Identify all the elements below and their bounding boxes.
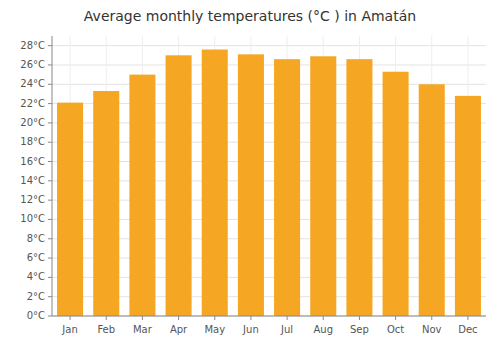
bar [238, 54, 264, 316]
x-tick [70, 316, 71, 320]
y-tick [48, 238, 52, 239]
y-tick-label: 4°C [27, 271, 45, 282]
x-tick-label: May [204, 324, 225, 335]
y-grid-line [52, 316, 486, 317]
x-tick [359, 316, 360, 320]
y-tick-label: 24°C [20, 78, 45, 89]
x-tick [106, 316, 107, 320]
x-tick [178, 316, 179, 320]
bar [57, 103, 83, 316]
y-tick [48, 122, 52, 123]
y-tick-label: 18°C [20, 136, 45, 147]
y-tick [48, 103, 52, 104]
y-tick-label: 16°C [20, 156, 45, 167]
x-tick [467, 316, 468, 320]
bar [274, 59, 300, 316]
y-tick [48, 84, 52, 85]
x-tick [250, 316, 251, 320]
bar [93, 91, 119, 316]
y-tick-label: 22°C [20, 98, 45, 109]
y-grid-line [52, 64, 486, 65]
y-tick [48, 258, 52, 259]
x-tick [431, 316, 432, 320]
x-tick-label: Sep [350, 324, 369, 335]
grid [52, 36, 486, 316]
x-tick [323, 316, 324, 320]
y-tick-label: 12°C [20, 194, 45, 205]
y-tick-label: 0°C [27, 310, 45, 321]
y-tick [48, 161, 52, 162]
bar [455, 96, 481, 316]
y-tick-label: 2°C [27, 291, 45, 302]
x-tick-label: Jun [242, 324, 259, 335]
y-axis-line [52, 36, 53, 316]
y-tick-label: 10°C [20, 213, 45, 224]
chart: 0°C 2°C 4°C 6°C 8°C 10°C 12°C 14°C 16°C 18°C 20°C 2… [0, 0, 500, 350]
x-tick-label: Aug [313, 324, 333, 335]
title: Average monthly temperatures (°C ) in Am… [84, 8, 416, 24]
y-tick-label: 6°C [27, 252, 45, 263]
y-tick [48, 296, 52, 297]
axes: 0°C 2°C 4°C 6°C 8°C 10°C 12°C 14°C 16°C 18°C 20°C 2… [20, 36, 486, 335]
x-tick-label: Apr [170, 324, 188, 335]
y-tick-label: 14°C [20, 175, 45, 186]
x-tick-label: Oct [387, 324, 404, 335]
y-tick [48, 200, 52, 201]
y-tick-label: 20°C [20, 117, 45, 128]
bar [202, 50, 228, 316]
bar [346, 59, 372, 316]
y-tick [48, 316, 52, 317]
bars [57, 50, 481, 316]
bar [310, 56, 336, 316]
x-tick-label: Nov [422, 324, 442, 335]
y-tick [48, 142, 52, 143]
y-tick [48, 180, 52, 181]
x-tick [395, 316, 396, 320]
y-tick-label: 28°C [20, 40, 45, 51]
y-tick-label: 8°C [27, 233, 45, 244]
x-tick [214, 316, 215, 320]
y-grid-line [52, 45, 486, 46]
x-tick-label: Jul [280, 324, 293, 335]
bar [419, 84, 445, 316]
y-tick-label: 26°C [20, 59, 45, 70]
bar [383, 72, 409, 316]
x-tick [287, 316, 288, 320]
y-tick [48, 64, 52, 65]
x-axis-line [52, 316, 486, 317]
x-tick-label: Jan [61, 324, 77, 335]
x-tick-label: Dec [458, 324, 477, 335]
bar [129, 75, 155, 316]
y-tick [48, 277, 52, 278]
x-tick [142, 316, 143, 320]
x-tick-label: Mar [133, 324, 153, 335]
y-tick [48, 219, 52, 220]
bar [166, 55, 192, 316]
x-tick-label: Feb [97, 324, 115, 335]
y-tick [48, 45, 52, 46]
